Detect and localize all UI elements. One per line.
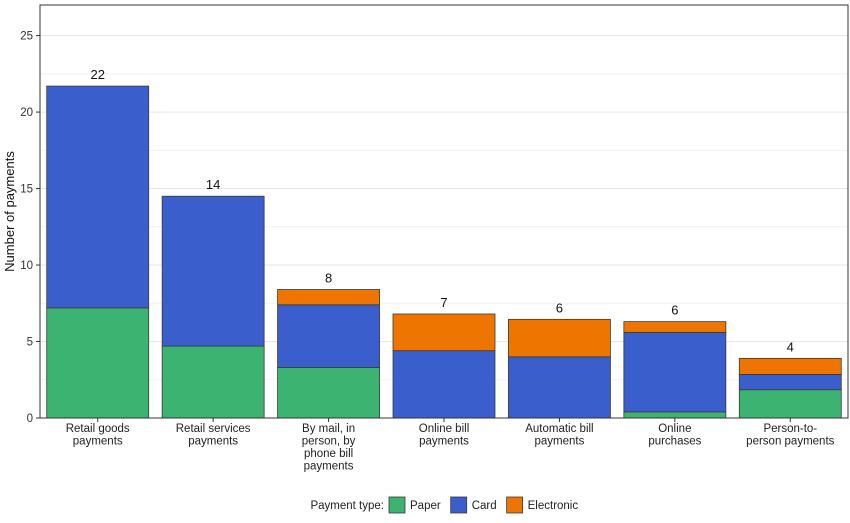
bar-segment-electronic [508, 318, 611, 358]
bar-segment-electronic [392, 313, 496, 352]
legend-label-card: Card [472, 500, 497, 512]
y-tick-label: 10 [20, 260, 33, 272]
x-tick-label: Automatic bill payments [525, 423, 593, 448]
bar-segment-card [508, 356, 611, 419]
y-tick-label: 25 [20, 31, 33, 43]
bar-segment-card [738, 374, 842, 391]
x-tick-label: Person-to-person payments [746, 423, 834, 448]
y-tick-label: 5 [27, 337, 33, 349]
x-tick-label: By mail, in person, by phone bill payments [302, 423, 356, 473]
y-axis-title: Number of payments [2, 151, 17, 272]
x-axis: Retail goods payments Retail services payme… [66, 418, 835, 473]
bar-segment-paper [46, 307, 150, 419]
legend-label-paper: Paper [410, 500, 441, 512]
legend-title: Payment type: [310, 500, 384, 512]
legend: Payment type: Paper Card Electronic [310, 496, 579, 514]
bar-segment-card [392, 350, 496, 419]
bar-total-label: 4 [787, 339, 794, 354]
y-tick-label: 20 [20, 107, 33, 119]
bar-total-labels: 22 14 8 7 6 6 4 [90, 67, 793, 354]
x-tick-label: Online purchases [648, 423, 701, 448]
x-tick-label: Online bill payments [419, 423, 470, 448]
bar-segment-paper [161, 345, 265, 419]
bar-total-label: 7 [440, 295, 447, 310]
bar-segment-card [46, 85, 150, 309]
y-tick-label: 15 [20, 184, 33, 196]
bar-segment-electronic [623, 321, 727, 333]
bar-total-label: 6 [556, 300, 563, 315]
legend-key-card [450, 496, 468, 514]
bar-segment-card [623, 331, 727, 413]
bar-segment-electronic [277, 289, 380, 306]
bar-total-label: 14 [206, 177, 220, 192]
bar-total-label: 8 [325, 271, 332, 286]
bar-total-label: 6 [671, 303, 678, 318]
x-tick-label: Retail services payments [176, 423, 251, 448]
legend-key-paper [388, 496, 406, 514]
bar-segment-card [277, 304, 380, 368]
bar-total-label: 22 [90, 67, 104, 82]
legend-label-electronic: Electronic [528, 500, 579, 512]
bar-segment-card [161, 195, 265, 347]
y-axis: 0 5 10 15 20 25 [20, 31, 40, 425]
y-tick-label: 0 [27, 413, 33, 425]
bars [46, 85, 842, 419]
x-tick-label: Retail goods payments [66, 423, 130, 448]
legend-key-electronic [506, 496, 524, 514]
bar-segment-paper [738, 389, 842, 419]
bar-segment-paper [277, 367, 380, 419]
bar-segment-electronic [738, 357, 842, 375]
bar-segment-paper [623, 411, 727, 419]
